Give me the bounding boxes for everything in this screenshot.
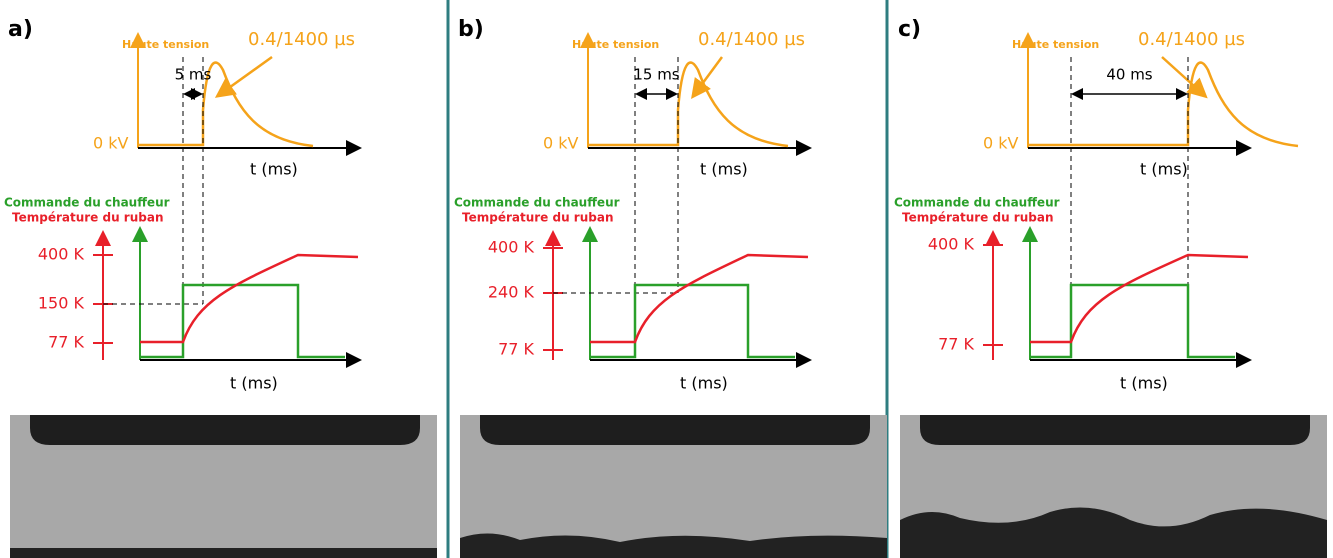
heater-signal <box>1030 283 1235 359</box>
t-axis-top: t (ms) <box>1140 160 1188 179</box>
temp-label: Température du ruban <box>462 211 614 225</box>
delay-label: 5 ms <box>175 66 212 84</box>
pulse-label: 0.4/1400 µs <box>1138 29 1245 50</box>
t-axis-top: t (ms) <box>250 160 298 179</box>
hv-label: Haute tension <box>122 38 209 51</box>
pulse-arrow <box>214 55 273 98</box>
t-axis-top: t (ms) <box>700 160 748 179</box>
photo-electrode <box>920 415 1310 445</box>
temp-tick-label: 77 K <box>498 340 534 359</box>
hv-pulse <box>588 61 789 148</box>
photo-film <box>10 548 437 558</box>
t-axis-bottom: t (ms) <box>680 374 728 393</box>
temp-tick-label: 400 K <box>928 235 975 254</box>
panel: a) Haute tension 0 kV 0.4/1400 µs 5 ms t (ms)… <box>4 17 437 558</box>
heater-signal <box>140 283 345 359</box>
temp-tick-label: 150 K <box>38 294 85 313</box>
pulse-arrow <box>1161 56 1208 99</box>
photo-film <box>460 533 887 558</box>
photo-film <box>900 507 1327 558</box>
temp-curve <box>590 253 809 344</box>
t-axis-bottom: t (ms) <box>230 374 278 393</box>
zero-label: 0 kV <box>93 134 129 153</box>
delay-label: 15 ms <box>633 66 679 84</box>
panel-label: c) <box>898 17 921 42</box>
hv-label: Haute tension <box>572 38 659 51</box>
temp-tick-label: 400 K <box>488 238 535 257</box>
hv-pulse <box>138 61 314 148</box>
temp-tick-label: 240 K <box>488 283 535 302</box>
temp-tick-label: 400 K <box>38 245 85 264</box>
zero-label: 0 kV <box>983 134 1019 153</box>
pulse-label: 0.4/1400 µs <box>698 29 805 50</box>
heater-label: Commande du chauffeur <box>894 196 1060 210</box>
temp-tick-label: 77 K <box>938 335 974 354</box>
panel: c) Haute tension 0 kV 0.4/1400 µs 40 ms t (ms… <box>894 17 1327 558</box>
zero-label: 0 kV <box>543 134 579 153</box>
photo-electrode <box>30 415 420 445</box>
heater-signal <box>590 283 795 359</box>
heater-label: Commande du chauffeur <box>4 196 170 210</box>
pulse-arrow <box>691 56 724 100</box>
panel: b) Haute tension 0 kV 0.4/1400 µs 15 ms t (ms… <box>454 17 887 558</box>
t-axis-bottom: t (ms) <box>1120 374 1168 393</box>
temp-curve <box>1030 253 1249 344</box>
panel-label: b) <box>458 17 484 42</box>
temp-label: Température du ruban <box>12 211 164 225</box>
temp-curve <box>140 253 359 344</box>
hv-label: Haute tension <box>1012 38 1099 51</box>
delay-label: 40 ms <box>1106 66 1152 84</box>
panel-label: a) <box>8 17 33 42</box>
hv-pulse <box>1028 61 1299 148</box>
temp-label: Température du ruban <box>902 211 1054 225</box>
heater-label: Commande du chauffeur <box>454 196 620 210</box>
pulse-label: 0.4/1400 µs <box>248 29 355 50</box>
temp-tick-label: 77 K <box>48 333 84 352</box>
photo-electrode <box>480 415 870 445</box>
